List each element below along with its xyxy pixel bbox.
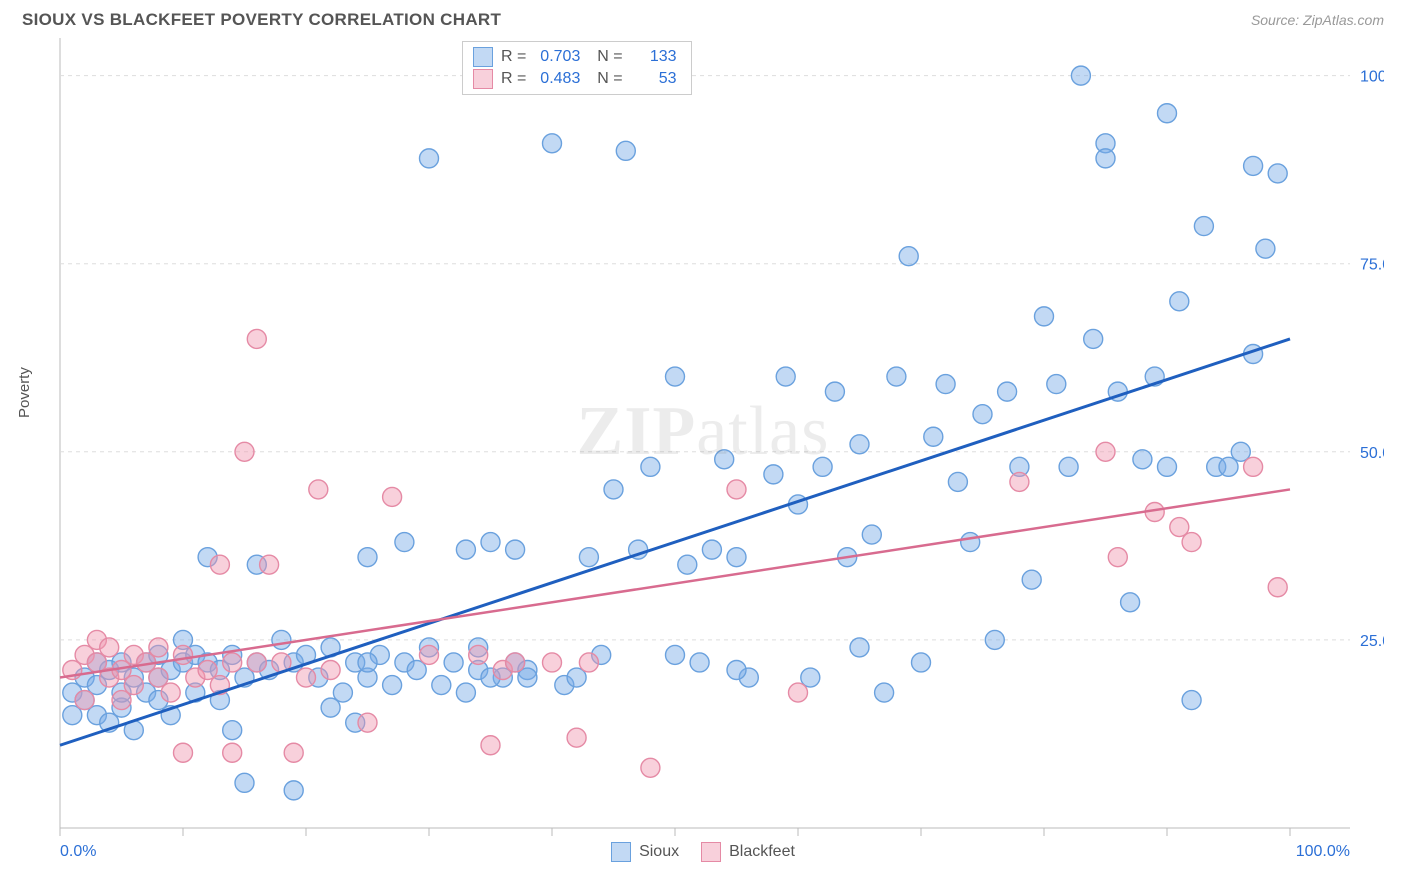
legend-swatch (473, 69, 493, 89)
y-axis-title: Poverty (16, 367, 33, 418)
correlation-legend: R = 0.703 N = 133R = 0.483 N = 53 (462, 41, 692, 95)
scatter-plot: 25.0%50.0%75.0%100.0%0.0%100.0% (22, 38, 1384, 858)
legend-label: Blackfeet (729, 843, 795, 861)
source-label: Source: ZipAtlas.com (1251, 12, 1384, 28)
y-tick-label: 50.0% (1360, 445, 1384, 462)
chart-title: SIOUX VS BLACKFEET POVERTY CORRELATION C… (22, 10, 501, 30)
legend-item: Sioux (611, 842, 679, 862)
legend-swatch (701, 842, 721, 862)
legend-item: Blackfeet (701, 842, 795, 862)
legend-row: R = 0.483 N = 53 (473, 68, 677, 90)
y-tick-label: 75.0% (1360, 257, 1384, 274)
y-tick-label: 100.0% (1360, 69, 1384, 86)
legend-swatch (611, 842, 631, 862)
legend-label: Sioux (639, 843, 679, 861)
chart-container: Poverty 25.0%50.0%75.0%100.0%0.0%100.0% … (22, 38, 1384, 858)
legend-swatch (473, 47, 493, 67)
legend-row: R = 0.703 N = 133 (473, 46, 677, 68)
y-tick-label: 25.0% (1360, 633, 1384, 650)
series-legend: Sioux Blackfeet (22, 842, 1384, 862)
